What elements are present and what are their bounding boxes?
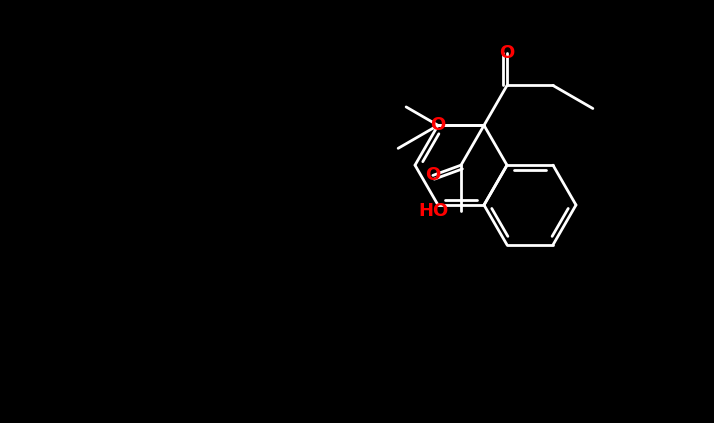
Text: HO: HO xyxy=(418,202,449,220)
Text: O: O xyxy=(499,44,515,62)
Text: O: O xyxy=(426,166,441,184)
Text: O: O xyxy=(431,116,446,135)
